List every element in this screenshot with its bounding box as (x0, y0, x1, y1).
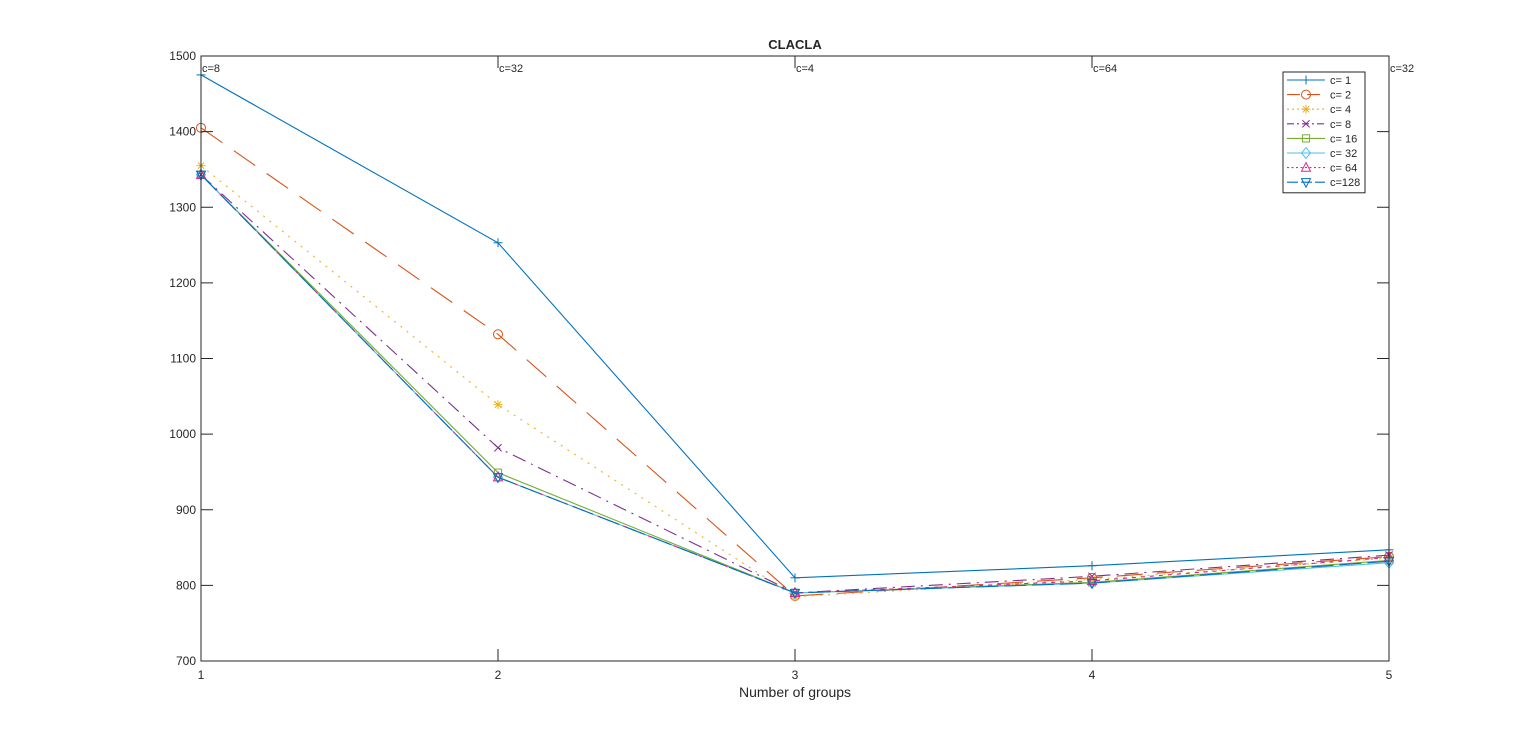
annotation-label: c=8 (202, 63, 220, 75)
annotation-label: c=4 (796, 63, 814, 75)
y-tick-label: 1200 (169, 276, 196, 290)
x-tick-label: 2 (495, 668, 502, 682)
marker-plus-icon (790, 573, 800, 583)
y-tick-label: 800 (176, 578, 196, 592)
marker-plus-icon (1087, 561, 1097, 571)
annotations: c=8 c=32 c=4 c=64 c=32 (202, 63, 1414, 75)
annotation-label: c=32 (1390, 63, 1414, 75)
marker-triangle-up-icon (1086, 574, 1098, 585)
x-axis: 1 2 3 4 5 (198, 56, 1393, 682)
marker-diamond-icon (1300, 146, 1312, 160)
legend-label: c= 4 (1330, 104, 1351, 116)
marker-triangle-down-icon (1086, 579, 1098, 590)
annotation-label: c=32 (499, 63, 523, 75)
marker-circle-icon (493, 329, 503, 340)
legend-label: c=128 (1330, 177, 1360, 189)
x-tick-label: 5 (1386, 668, 1393, 682)
legend-item: c= 1 (1287, 75, 1351, 87)
x-tick-label: 4 (1089, 668, 1096, 682)
x-axis-label: Number of groups (739, 684, 851, 700)
marker-plus-icon (1301, 75, 1311, 85)
legend-item: c= 2 (1287, 89, 1351, 102)
legend-label: c= 32 (1330, 148, 1357, 160)
legend-item: c= 64 (1287, 161, 1357, 175)
marker-triangle-down-icon (1300, 178, 1312, 189)
y-axis: 700 800 900 1000 1100 1200 1300 1400 1500 (169, 49, 1389, 668)
y-tick-label: 700 (176, 654, 196, 668)
plot-area (201, 56, 1389, 661)
marker-asterisk-icon (1301, 104, 1311, 114)
legend-label: c= 64 (1330, 163, 1357, 175)
marker-asterisk-icon (493, 400, 503, 410)
legend-item: c=128 (1287, 177, 1360, 189)
x-tick-label: 3 (792, 668, 799, 682)
chart-title: CLACLA (768, 37, 822, 52)
marker-square-icon (493, 468, 503, 477)
legend-item: c= 4 (1287, 104, 1351, 116)
marker-triangle-down-icon (789, 588, 801, 599)
marker-plus-icon (493, 238, 503, 248)
marker-triangle-down-icon (492, 473, 504, 484)
legend-label: c= 16 (1330, 133, 1357, 145)
y-tick-label: 1300 (169, 200, 196, 214)
marker-triangle-up-icon (1300, 161, 1312, 172)
marker-circle-icon (1301, 89, 1311, 100)
legend-item: c= 8 (1287, 119, 1351, 131)
legend-item: c= 32 (1287, 146, 1357, 160)
legend-box (1282, 71, 1366, 194)
y-tick-label: 1400 (169, 125, 196, 139)
series-layer (195, 70, 1395, 602)
legend-label: c= 2 (1330, 90, 1351, 102)
legend-label: c= 8 (1330, 119, 1351, 131)
legend: c= 1 c= 2 c= 4 c= 8 c= 16 c= 32 c= 64 c=128 (1282, 71, 1366, 194)
y-tick-label: 900 (176, 503, 196, 517)
legend-item: c= 16 (1287, 133, 1357, 145)
y-tick-label: 1000 (169, 427, 196, 441)
x-tick-label: 1 (198, 668, 205, 682)
y-tick-label: 1500 (169, 49, 196, 63)
marker-triangle-up-icon (492, 471, 504, 482)
marker-x-icon (494, 443, 502, 452)
legend-label: c= 1 (1330, 75, 1351, 87)
marker-x-icon (1302, 119, 1310, 128)
annotation-label: c=64 (1093, 63, 1117, 75)
marker-square-icon (1301, 134, 1311, 143)
y-tick-label: 1100 (170, 352, 196, 366)
